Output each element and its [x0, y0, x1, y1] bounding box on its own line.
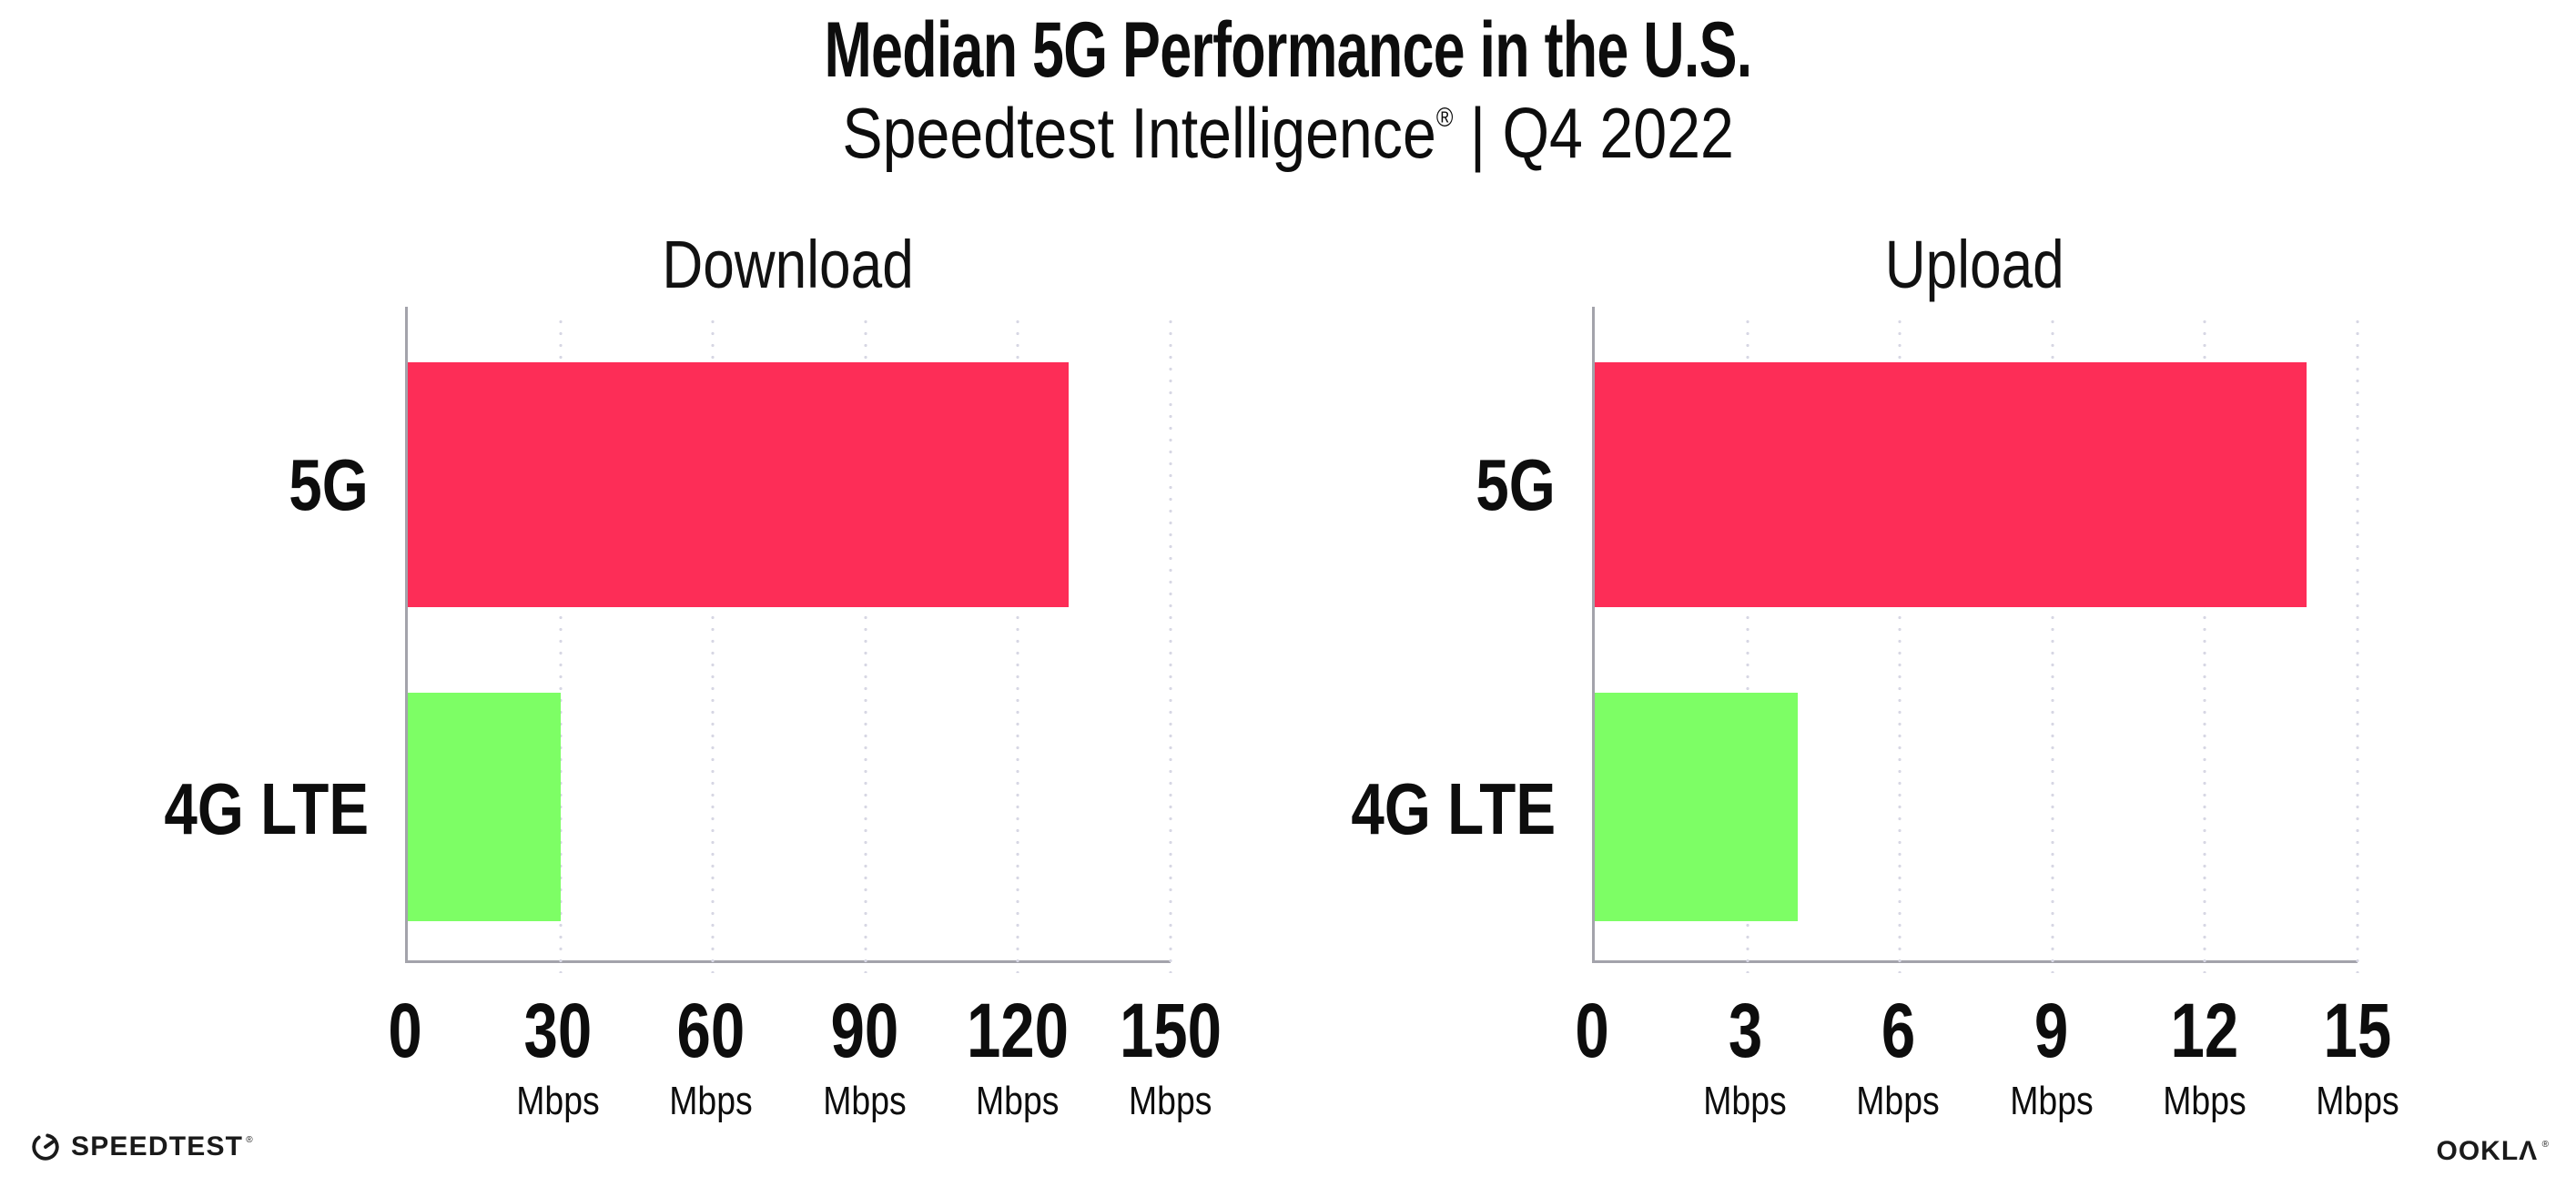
- x-tick-0: 0: [384, 988, 427, 1073]
- page-subtitle-text: Speedtest Intelligence® | Q4 2022: [842, 91, 1733, 177]
- x-tick-value: 9: [2033, 988, 2069, 1073]
- chart-heading-upload: Upload: [1884, 227, 2064, 302]
- ookla-trademark: ®: [2541, 1139, 2549, 1150]
- upload-x-axis-ticks: 0 3 Mbps 6 Mbps 9 Mbps 12 Mbps 15 Mbps: [1575, 989, 2399, 1143]
- gridline-6: [1898, 316, 1902, 973]
- gridline-150: [1169, 316, 1172, 973]
- x-tick-unit: Mbps: [976, 1079, 1060, 1124]
- page-title: Median 5G Performance in the U.S.: [0, 7, 2576, 94]
- gridline-12: [2203, 316, 2207, 973]
- x-tick-value: 150: [1119, 988, 1222, 1073]
- gridline-60: [711, 316, 715, 973]
- x-tick-12: 12 Mbps: [2155, 989, 2254, 1124]
- page-title-text: Median 5G Performance in the U.S.: [824, 6, 1752, 94]
- bar-download-5g: [408, 362, 1070, 608]
- download-x-axis-ticks: 0 30 Mbps 60 Mbps 90 Mbps 120 Mbps 150 Mbps: [388, 989, 1222, 1143]
- bar-download-4g-lte: [408, 692, 561, 921]
- x-tick-value: 60: [677, 988, 745, 1073]
- speedtest-logo: SPEEDTEST ®: [30, 1131, 253, 1162]
- x-tick-90: 90 Mbps: [816, 989, 914, 1124]
- gridline-90: [863, 316, 867, 973]
- x-tick-unit: Mbps: [1703, 1079, 1787, 1124]
- x-tick-unit: Mbps: [1129, 1079, 1212, 1124]
- x-tick-120: 120 Mbps: [954, 989, 1081, 1124]
- x-tick-value: 0: [1575, 988, 1609, 1073]
- speedtest-wordmark: SPEEDTEST: [71, 1131, 244, 1161]
- upload-plot-area: [1592, 307, 2359, 973]
- x-tick-unit: Mbps: [2316, 1079, 2399, 1124]
- gridline-15: [2356, 316, 2359, 973]
- x-tick-value: 3: [1728, 988, 1762, 1073]
- x-tick-60: 60 Mbps: [663, 989, 761, 1124]
- x-tick-unit: Mbps: [516, 1079, 600, 1124]
- x-tick-unit: Mbps: [1856, 1079, 1941, 1124]
- bar-upload-4g-lte: [1595, 692, 1799, 921]
- x-tick-value: 90: [830, 988, 898, 1073]
- x-tick-value: 12: [2170, 988, 2239, 1073]
- x-tick-30: 30 Mbps: [509, 989, 607, 1124]
- category-label-4g-lte: 4G LTE: [1351, 767, 1556, 849]
- x-tick-value: 15: [2323, 988, 2392, 1073]
- speedtest-trademark: ®: [246, 1134, 253, 1145]
- x-tick-0: 0: [1571, 988, 1614, 1073]
- x-tick-6: 6 Mbps: [1850, 989, 1948, 1124]
- ookla-wordmark: OOKLΛ: [2436, 1136, 2539, 1166]
- ookla-logo: OOKLΛ ®: [2437, 1136, 2550, 1167]
- x-tick-150: 150 Mbps: [1107, 989, 1234, 1124]
- category-label-5g: 5G: [289, 444, 369, 526]
- x-tick-value: 30: [523, 988, 593, 1073]
- x-tick-value: 6: [1881, 988, 1916, 1073]
- subtitle-period: | Q4 2022: [1453, 93, 1734, 173]
- gridline-30: [558, 316, 563, 973]
- gridline-3: [1745, 316, 1749, 973]
- x-tick-15: 15 Mbps: [2308, 989, 2407, 1124]
- page-subtitle: Speedtest Intelligence® | Q4 2022: [0, 91, 2576, 177]
- x-tick-value: 0: [388, 988, 422, 1073]
- subtitle-brand: Speedtest Intelligence: [842, 93, 1436, 173]
- chart-heading-download: Download: [662, 227, 914, 302]
- x-tick-9: 9 Mbps: [2003, 989, 2101, 1124]
- category-label-4g-lte: 4G LTE: [164, 767, 369, 849]
- x-tick-unit: Mbps: [2009, 1079, 2094, 1124]
- gridline-9: [2050, 316, 2054, 973]
- speedtest-gauge-icon: [32, 1133, 59, 1161]
- x-tick-unit: Mbps: [2163, 1079, 2246, 1124]
- x-tick-3: 3 Mbps: [1696, 989, 1794, 1124]
- registered-mark: ®: [1435, 102, 1454, 133]
- upload-category-labels: 5G 4G LTE: [1187, 307, 1556, 963]
- bar-upload-5g: [1595, 362, 2307, 608]
- x-tick-unit: Mbps: [822, 1079, 907, 1124]
- download-category-labels: 5G 4G LTE: [0, 307, 369, 963]
- gridline-120: [1016, 316, 1020, 973]
- x-tick-unit: Mbps: [669, 1079, 754, 1124]
- x-tick-value: 120: [966, 988, 1069, 1073]
- download-plot-area: [405, 307, 1172, 973]
- category-label-5g: 5G: [1476, 444, 1556, 526]
